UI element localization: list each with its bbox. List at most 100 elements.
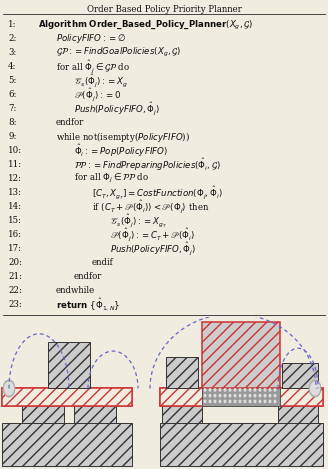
Text: $[C_T, X_{g_T}] = CostFunction(\Phi_j, \hat{\Phi}_i)$: $[C_T, X_{g_T}] = CostFunction(\Phi_j, \… bbox=[92, 184, 223, 201]
Circle shape bbox=[264, 400, 266, 402]
Text: 13:: 13: bbox=[8, 188, 22, 197]
Circle shape bbox=[274, 394, 276, 397]
Text: $\mathcal{PP} := FindPreparingPolicies(\hat{\Phi}_i, \mathcal{G})$: $\mathcal{PP} := FindPreparingPolicies(\… bbox=[74, 156, 220, 173]
Text: $\mathscr{G}_s(\hat{\Phi}_j) := X_g$: $\mathscr{G}_s(\hat{\Phi}_j) := X_g$ bbox=[74, 72, 128, 89]
Bar bbox=[202, 386, 280, 406]
Circle shape bbox=[274, 400, 276, 402]
Text: 9:: 9: bbox=[8, 132, 17, 141]
Circle shape bbox=[274, 389, 276, 391]
Circle shape bbox=[219, 394, 221, 397]
Text: 21:: 21: bbox=[8, 272, 22, 281]
Circle shape bbox=[244, 389, 246, 391]
Text: for all $\Phi_j \in \mathcal{PP}$ do: for all $\Phi_j \in \mathcal{PP}$ do bbox=[74, 172, 149, 185]
Circle shape bbox=[234, 394, 236, 397]
Text: $PolicyFIFO := \emptyset$: $PolicyFIFO := \emptyset$ bbox=[56, 32, 126, 45]
Circle shape bbox=[249, 400, 251, 402]
Circle shape bbox=[204, 400, 206, 402]
Circle shape bbox=[259, 394, 261, 397]
Text: 20:: 20: bbox=[8, 258, 22, 267]
Circle shape bbox=[239, 389, 241, 391]
Text: while not(isempty($PolicyFIFO$)): while not(isempty($PolicyFIFO$)) bbox=[56, 129, 190, 144]
Bar bbox=[2, 388, 132, 406]
Text: 14:: 14: bbox=[8, 202, 22, 211]
Text: 5:: 5: bbox=[8, 76, 17, 85]
Circle shape bbox=[244, 400, 246, 402]
Text: 1:: 1: bbox=[8, 20, 17, 29]
Bar bbox=[162, 397, 202, 423]
Bar bbox=[160, 423, 323, 466]
Text: $Push(PolicyFIFO, \hat{\Phi}_j)$: $Push(PolicyFIFO, \hat{\Phi}_j)$ bbox=[110, 241, 196, 257]
Text: $\mathscr{G}_s(\hat{\Phi}_j) := X_{g_T}$: $\mathscr{G}_s(\hat{\Phi}_j) := X_{g_T}$ bbox=[110, 212, 167, 229]
Circle shape bbox=[309, 380, 321, 397]
Text: 15:: 15: bbox=[8, 216, 22, 225]
Bar bbox=[202, 322, 280, 388]
Text: endif: endif bbox=[92, 258, 113, 267]
Text: if $(C_T + \mathscr{P}(\hat{\Phi}_i)) < \mathscr{P}(\Phi_j)$ then: if $(C_T + \mathscr{P}(\hat{\Phi}_i)) < … bbox=[92, 198, 209, 215]
Text: 16:: 16: bbox=[8, 230, 22, 239]
Circle shape bbox=[259, 400, 261, 402]
Text: 22:: 22: bbox=[8, 286, 22, 295]
Text: 8:: 8: bbox=[8, 118, 17, 127]
Bar bbox=[278, 403, 318, 423]
Circle shape bbox=[229, 400, 231, 402]
Text: $\mathbf{Algorithm\ Order\_Based\_Policy\_Planner}$$(X_g, \mathcal{G})$: $\mathbf{Algorithm\ Order\_Based\_Policy… bbox=[38, 18, 253, 31]
Text: Order Based Policy Priority Planner: Order Based Policy Priority Planner bbox=[87, 5, 241, 14]
Bar bbox=[160, 388, 323, 406]
Text: 4:: 4: bbox=[8, 62, 17, 71]
Circle shape bbox=[204, 394, 206, 397]
Circle shape bbox=[311, 382, 319, 395]
Circle shape bbox=[224, 400, 226, 402]
Circle shape bbox=[219, 400, 221, 402]
Circle shape bbox=[209, 389, 211, 391]
Text: 17:: 17: bbox=[8, 244, 22, 253]
Circle shape bbox=[259, 389, 261, 391]
Circle shape bbox=[254, 400, 256, 402]
Bar bbox=[22, 397, 64, 423]
Circle shape bbox=[224, 394, 226, 397]
Circle shape bbox=[209, 394, 211, 397]
Text: 11:: 11: bbox=[8, 160, 22, 169]
Circle shape bbox=[239, 400, 241, 402]
Circle shape bbox=[239, 394, 241, 397]
Bar bbox=[166, 357, 198, 388]
Circle shape bbox=[229, 394, 231, 397]
Circle shape bbox=[214, 389, 216, 391]
Bar bbox=[48, 342, 90, 388]
Bar bbox=[2, 388, 132, 406]
Circle shape bbox=[254, 394, 256, 397]
Circle shape bbox=[269, 400, 271, 402]
Circle shape bbox=[209, 400, 211, 402]
Circle shape bbox=[234, 389, 236, 391]
Text: $\mathcal{GP} := FindGoalPolicies(X_g, \mathcal{G})$: $\mathcal{GP} := FindGoalPolicies(X_g, \… bbox=[56, 46, 181, 59]
Circle shape bbox=[229, 389, 231, 391]
Circle shape bbox=[264, 389, 266, 391]
Text: endwhile: endwhile bbox=[56, 286, 95, 295]
Text: $\hat{\Phi}_i := Pop(PolicyFIFO)$: $\hat{\Phi}_i := Pop(PolicyFIFO)$ bbox=[74, 142, 168, 159]
Circle shape bbox=[219, 389, 221, 391]
Circle shape bbox=[204, 389, 206, 391]
Text: 3:: 3: bbox=[8, 48, 16, 57]
Circle shape bbox=[3, 380, 15, 397]
Text: $Push(PolicyFIFO, \hat{\Phi}_j)$: $Push(PolicyFIFO, \hat{\Phi}_j)$ bbox=[74, 100, 160, 117]
Circle shape bbox=[5, 382, 13, 395]
Circle shape bbox=[249, 394, 251, 397]
Text: endfor: endfor bbox=[74, 272, 102, 281]
Text: $\mathbf{return}$ $\{\hat{\Phi}_{1,N}\}$: $\mathbf{return}$ $\{\hat{\Phi}_{1,N}\}$ bbox=[56, 297, 120, 313]
Text: $\mathscr{P}(\hat{\Phi}_j) := C_T + \mathscr{P}(\hat{\Phi}_i)$: $\mathscr{P}(\hat{\Phi}_j) := C_T + \mat… bbox=[110, 227, 195, 243]
Bar bbox=[160, 388, 323, 406]
Circle shape bbox=[264, 394, 266, 397]
Text: $\mathscr{P}(\hat{\Phi}_j) := 0$: $\mathscr{P}(\hat{\Phi}_j) := 0$ bbox=[74, 86, 121, 103]
Circle shape bbox=[269, 394, 271, 397]
Circle shape bbox=[269, 389, 271, 391]
Bar bbox=[2, 423, 132, 466]
Text: 12:: 12: bbox=[8, 174, 22, 183]
Circle shape bbox=[254, 389, 256, 391]
Text: 23:: 23: bbox=[8, 300, 22, 310]
Text: 2:: 2: bbox=[8, 34, 17, 43]
Text: 7:: 7: bbox=[8, 104, 17, 113]
Circle shape bbox=[249, 389, 251, 391]
Text: 6:: 6: bbox=[8, 90, 17, 99]
Text: 10:: 10: bbox=[8, 146, 22, 155]
Text: endfor: endfor bbox=[56, 118, 84, 127]
Circle shape bbox=[234, 400, 236, 402]
